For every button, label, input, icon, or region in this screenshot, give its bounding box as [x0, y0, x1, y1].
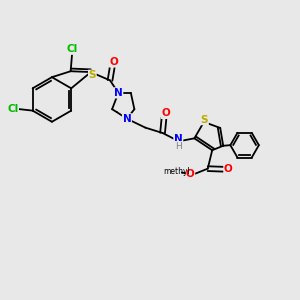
Text: O: O	[110, 57, 118, 67]
Text: S: S	[88, 70, 96, 80]
Text: S: S	[201, 115, 208, 124]
Text: O: O	[224, 164, 233, 174]
Text: N: N	[122, 114, 131, 124]
Text: O: O	[161, 108, 170, 118]
Text: N: N	[114, 88, 123, 98]
Text: Cl: Cl	[67, 44, 78, 54]
Text: Cl: Cl	[7, 104, 18, 114]
Text: O: O	[186, 169, 195, 179]
Text: N: N	[174, 134, 183, 144]
Text: methyl: methyl	[163, 167, 190, 176]
Text: H: H	[175, 142, 182, 151]
